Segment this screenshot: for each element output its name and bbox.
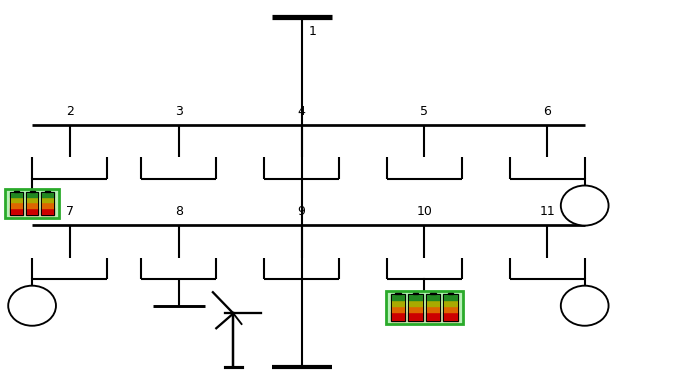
FancyBboxPatch shape: [386, 291, 463, 324]
Bar: [391, 306, 406, 312]
Bar: [41, 192, 54, 197]
Bar: [408, 306, 423, 312]
Bar: [408, 294, 423, 300]
Bar: [10, 197, 23, 203]
Bar: [426, 312, 440, 321]
FancyBboxPatch shape: [5, 189, 59, 218]
Bar: [443, 294, 458, 321]
Text: 1: 1: [308, 24, 316, 38]
Bar: [10, 208, 23, 215]
Bar: [26, 203, 38, 208]
Bar: [45, 191, 50, 192]
Bar: [10, 203, 23, 208]
Text: 10: 10: [416, 205, 432, 218]
Bar: [408, 294, 423, 321]
Text: 5: 5: [421, 105, 428, 118]
Bar: [408, 300, 423, 306]
Text: 7: 7: [66, 205, 73, 218]
Text: G: G: [580, 199, 590, 212]
Ellipse shape: [561, 286, 608, 326]
Text: 11: 11: [539, 205, 555, 218]
Bar: [41, 203, 54, 208]
Text: G: G: [580, 299, 590, 312]
Text: 3: 3: [175, 105, 183, 118]
Text: 2: 2: [66, 105, 73, 118]
Bar: [395, 293, 401, 294]
Bar: [426, 294, 440, 321]
Bar: [26, 208, 38, 215]
Bar: [391, 294, 406, 300]
Bar: [426, 300, 440, 306]
Bar: [408, 312, 423, 321]
Text: G: G: [27, 299, 37, 312]
Ellipse shape: [8, 286, 56, 326]
Bar: [26, 197, 38, 203]
Bar: [41, 197, 54, 203]
Bar: [391, 300, 406, 306]
Bar: [443, 294, 458, 300]
Bar: [413, 293, 419, 294]
Bar: [26, 192, 38, 197]
Bar: [430, 293, 436, 294]
Text: 6: 6: [543, 105, 551, 118]
Bar: [426, 306, 440, 312]
Bar: [443, 300, 458, 306]
Bar: [10, 192, 23, 215]
Bar: [426, 294, 440, 300]
Bar: [41, 192, 54, 215]
Bar: [10, 192, 23, 197]
Bar: [41, 208, 54, 215]
Bar: [26, 192, 38, 215]
Bar: [14, 191, 19, 192]
Bar: [443, 312, 458, 321]
Bar: [29, 191, 35, 192]
Ellipse shape: [561, 185, 608, 225]
Text: 4: 4: [297, 105, 306, 118]
Bar: [448, 293, 453, 294]
Text: 8: 8: [175, 205, 183, 218]
Text: 9: 9: [297, 205, 306, 218]
Bar: [391, 294, 406, 321]
Bar: [391, 312, 406, 321]
Bar: [443, 306, 458, 312]
